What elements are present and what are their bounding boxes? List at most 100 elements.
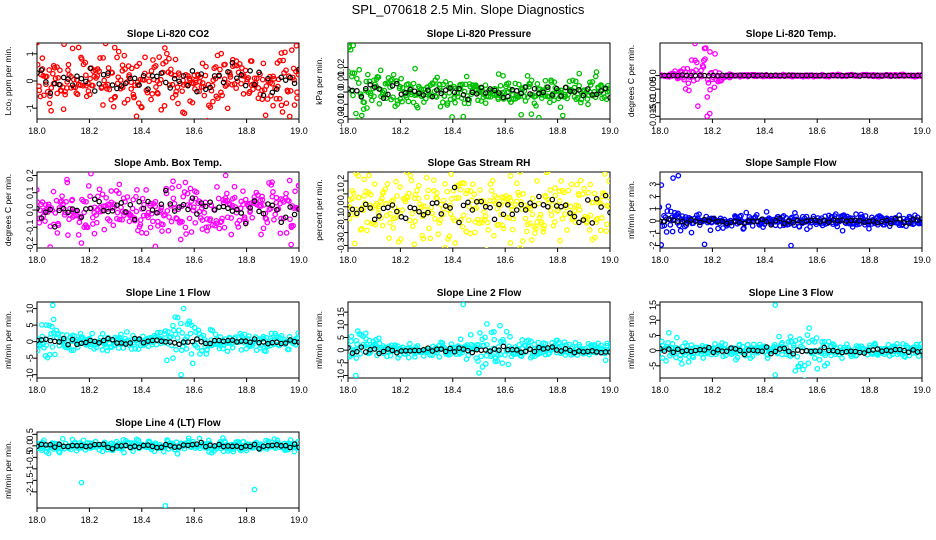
overlay-point	[185, 206, 191, 213]
data-point	[93, 219, 100, 226]
data-point	[82, 59, 89, 66]
overlay-point	[785, 218, 792, 224]
overlay-point	[78, 214, 85, 220]
overlay-point	[420, 92, 427, 98]
overlay-point	[496, 201, 502, 208]
data-point	[482, 213, 489, 220]
data-point	[117, 77, 124, 84]
y-tick-label: 0	[336, 348, 346, 353]
data-point	[914, 214, 921, 221]
data-point	[74, 344, 81, 351]
overlay-point	[140, 205, 147, 212]
outlier-point	[460, 113, 467, 119]
overlay-point	[385, 91, 391, 98]
x-tick-label: 18.2	[81, 385, 99, 395]
data-point	[551, 79, 558, 85]
chart-panel: Slope Line 1 Flow 18.0 18.2 18.4 18.6 18.8 19.…	[3, 288, 308, 395]
x-tick-label: 18.0	[339, 126, 357, 136]
data-point	[764, 355, 771, 361]
x-tick-label: 18.2	[392, 385, 410, 395]
data-point	[542, 192, 549, 199]
x-tick-label: 18.6	[808, 255, 826, 265]
data-point	[442, 181, 448, 187]
data-point	[233, 85, 239, 92]
overlay-point	[478, 84, 485, 91]
data-point	[148, 96, 154, 103]
chart-title: Slope Line 1 Flow	[126, 288, 211, 299]
data-point	[512, 250, 516, 254]
overlay-point	[109, 208, 116, 214]
overlay-point	[362, 349, 369, 355]
data-point	[231, 194, 238, 201]
data-point	[280, 57, 287, 64]
outlier-point	[293, 43, 299, 49]
overlay-point	[500, 343, 507, 350]
data-point	[197, 79, 203, 85]
outlier-point	[460, 302, 467, 308]
data-point	[192, 195, 199, 202]
data-point	[278, 102, 285, 109]
overlay-point	[56, 81, 63, 88]
overlay-point	[167, 201, 174, 207]
overlay-point	[772, 217, 779, 224]
overlay-point	[531, 348, 538, 355]
data-point	[492, 200, 499, 207]
data-point	[353, 337, 359, 344]
data-point	[47, 93, 53, 99]
data-point	[459, 81, 466, 88]
data-point	[598, 215, 605, 221]
overlay-point	[60, 205, 67, 212]
y-tick-label: 5	[336, 335, 346, 340]
overlay-point	[607, 209, 610, 216]
overlay-point	[380, 205, 387, 212]
data-point	[353, 355, 360, 361]
y-tick-label: -5	[648, 362, 658, 370]
overlay-point	[478, 198, 485, 205]
outlier-point	[507, 239, 514, 246]
y-axis-label: ml/min per min.	[3, 311, 13, 369]
x-tick-label: 18.6	[185, 385, 203, 395]
overlay-point	[154, 73, 160, 80]
overlay-point	[710, 349, 717, 356]
data-point	[379, 222, 386, 229]
data-point	[262, 112, 269, 119]
overlay-point	[162, 187, 169, 194]
x-tick-label: 18.2	[704, 385, 722, 395]
overlay-point	[247, 205, 253, 211]
data-point	[461, 180, 468, 187]
data-point	[100, 102, 106, 108]
data-point	[684, 65, 691, 72]
overlay-point	[91, 88, 98, 94]
data-point	[423, 174, 430, 181]
overlay-point	[442, 348, 449, 355]
data-point	[421, 203, 427, 209]
chart-title: Slope Line 4 (LT) Flow	[115, 418, 221, 429]
data-point	[435, 231, 442, 237]
data-point	[96, 68, 103, 74]
data-point	[166, 82, 173, 88]
overlay-point	[37, 205, 40, 212]
overlay-point	[287, 444, 293, 451]
overlay-point	[772, 348, 779, 355]
data-point	[799, 344, 806, 351]
data-point	[205, 117, 210, 119]
data-point	[161, 212, 167, 219]
data-point	[707, 48, 713, 55]
data-point	[185, 435, 192, 442]
data-point	[546, 99, 553, 106]
data-point	[749, 353, 756, 359]
data-point	[216, 345, 223, 352]
plot-area	[37, 172, 299, 248]
overlay-point	[136, 198, 142, 205]
data-point	[259, 87, 265, 94]
data-point	[238, 347, 245, 353]
data-point	[367, 90, 374, 97]
overlay-point	[198, 338, 205, 345]
data-point	[168, 218, 175, 225]
overlay-point	[180, 73, 187, 79]
overlay-point	[176, 341, 182, 348]
data-point	[665, 329, 672, 336]
overlay-point	[371, 346, 378, 352]
overlay-point	[56, 339, 63, 345]
overlay-point	[158, 70, 165, 76]
